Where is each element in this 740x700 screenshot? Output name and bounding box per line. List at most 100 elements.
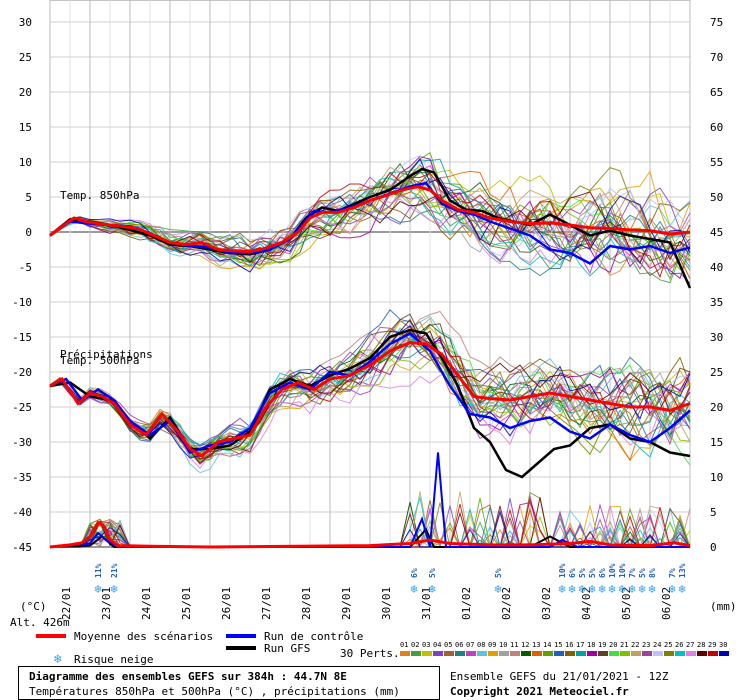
snow-risk-label: 13% [678,563,687,578]
right-tick-label: 35 [710,296,723,309]
member-color-swatch [554,651,564,656]
member-color-swatch [697,651,707,656]
x-date-label: 22/01 [60,587,73,620]
snowflake-icon: ❄ [678,582,685,596]
member-color-swatch [642,651,652,656]
snow-risk-label: 11% [94,563,103,578]
member-number-label: 20 [609,641,617,649]
snow-risk-label: 6% [598,568,607,578]
member-color-swatch [620,651,630,656]
x-date-label: 29/01 [340,587,353,620]
x-date-label: 04/02 [580,587,593,620]
snow-risk-label: 7% [628,568,637,578]
member-number-label: 23 [642,641,650,649]
snowflake-icon: ❄ [618,582,625,596]
left-tick-label: 10 [19,156,32,169]
member-number-label: 16 [565,641,573,649]
member-color-swatch [411,651,421,656]
x-date-label: 06/02 [660,587,673,620]
legend-snow-icon: ❄ [53,652,62,667]
legend-gfs-label: Run GFS [264,642,310,655]
x-date-label: 02/02 [500,587,513,620]
member-number-label: 13 [532,641,540,649]
snowflake-icon: ❄ [668,582,675,596]
left-unit-label: (°C) [20,600,47,613]
right-tick-label: 25 [710,366,723,379]
t850-panel-label: Temp. 850hPa [60,189,139,202]
member-number-label: 24 [653,641,661,649]
member-number-label: 05 [444,641,452,649]
left-tick-label: -20 [12,366,32,379]
right-tick-label: 15 [710,436,723,449]
member-color-swatch [510,651,520,656]
chart-legend: Moyenne des scénarios Run de contrôle Ru… [36,630,729,667]
snowflake-icon: ❄ [94,582,101,596]
altitude-label: Alt. 426m [10,616,70,629]
snow-risk-label: 5% [588,568,597,578]
snow-risk-label: 7% [668,568,677,578]
right-tick-label: 65 [710,86,723,99]
member-color-swatch [466,651,476,656]
member-number-label: 11 [510,641,518,649]
snowflake-icon: ❄ [110,582,117,596]
x-date-label: 31/01 [420,587,433,620]
member-number-label: 06 [455,641,463,649]
snowflake-icon: ❄ [638,582,645,596]
ensemble-run-title: Ensemble GEFS du 21/01/2021 - 12Z [450,670,669,683]
member-color-swatch [664,651,674,656]
snow-risk-label: 8% [648,568,657,578]
member-color-swatch [587,651,597,656]
snowflake-icon: ❄ [608,582,615,596]
right-tick-label: 0 [710,541,717,554]
member-color-swatch [477,651,487,656]
snowflake-icon: ❄ [588,582,595,596]
member-number-label: 29 [708,641,716,649]
snowflake-icon: ❄ [628,582,635,596]
left-tick-label: -35 [12,471,32,484]
snow-risk-marker: ❄ 6% [568,568,577,596]
snow-risk-label: 5% [428,568,437,578]
member-number-label: 25 [664,641,672,649]
snow-risk-label: 10% [558,563,567,578]
snow-risk-label: 6% [568,568,577,578]
right-tick-label: 50 [710,191,723,204]
right-tick-label: 45 [710,226,723,239]
snow-risk-markers: ❄11%❄21%❄6%❄5%❄5%❄10%❄6%❄5%❄5%❄6%❄10%❄10… [94,563,687,596]
member-color-swatch [521,651,531,656]
snow-risk-marker: ❄ 21% [110,563,119,596]
member-color-swatch [598,651,608,656]
right-tick-label: 70 [710,51,723,64]
t850-member-line [49,167,691,267]
chart-title: Diagramme des ensembles GEFS sur 384h : … [29,670,347,683]
snow-risk-marker: ❄ 6% [598,568,607,596]
snow-risk-marker: ❄ 5% [578,568,587,596]
x-date-label: 28/01 [300,587,313,620]
left-tick-label: -30 [12,436,32,449]
left-tick-label: 25 [19,51,32,64]
left-tick-label: 30 [19,16,32,29]
right-tick-label: 55 [710,156,723,169]
member-color-swatch [444,651,454,656]
t850-member-line [49,177,691,277]
member-color-swatch [631,651,641,656]
x-date-label: 24/01 [140,587,153,620]
member-number-label: 15 [554,641,562,649]
snow-risk-label: 5% [578,568,587,578]
t500-mean-line [49,341,691,458]
chart-subtitle: Températures 850hPa et 500hPa (°C) , pré… [29,685,400,698]
member-number-label: 07 [466,641,474,649]
chart-grid [49,0,691,548]
right-tick-label: 30 [710,331,723,344]
snowflake-icon: ❄ [410,582,417,596]
snowflake-icon: ❄ [578,582,585,596]
member-color-swatch [400,651,410,656]
precip-control-line [49,452,690,548]
right-tick-label: 40 [710,261,723,274]
member-color-swatch [708,651,718,656]
legend-mean-label: Moyenne des scénarios [74,630,213,643]
member-number-label: 10 [499,641,507,649]
member-color-swatch [455,651,465,656]
member-color-swatch [488,651,498,656]
left-tick-label: 0 [25,226,32,239]
